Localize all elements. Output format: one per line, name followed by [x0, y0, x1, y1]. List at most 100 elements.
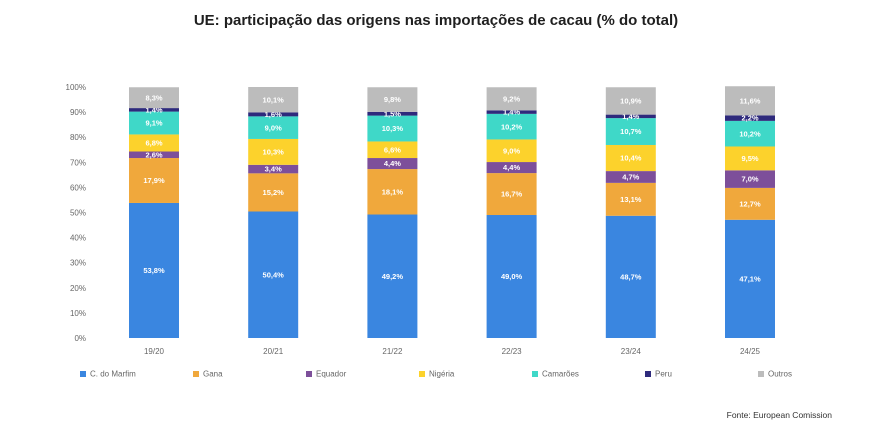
- legend-item: Camarões: [532, 369, 579, 378]
- bar-segment: [486, 110, 537, 114]
- bar-segment: [605, 215, 656, 338]
- bar-segment: [129, 158, 179, 203]
- bar-segment: [367, 214, 418, 338]
- bar-data-label: 2,6%: [145, 150, 162, 159]
- bar-segment: [486, 162, 537, 174]
- bar-data-label: 1,4%: [503, 108, 520, 117]
- y-tick-label: 0%: [74, 334, 86, 343]
- bar-data-label: 1,4%: [145, 105, 162, 114]
- bar-segment: [725, 115, 775, 121]
- legend-label: Nigéria: [429, 369, 455, 379]
- y-tick-label: 10%: [70, 309, 86, 318]
- bar-data-label: 9,5%: [741, 154, 758, 163]
- bar-segment: [725, 146, 775, 171]
- bar-data-label: 1,5%: [384, 109, 401, 118]
- legend-swatch: [645, 370, 651, 377]
- bar-data-label: 10,2%: [501, 122, 523, 131]
- bar-segment: [725, 219, 775, 338]
- bar-data-label: 50,4%: [263, 270, 285, 279]
- bar-segment: [248, 138, 299, 165]
- y-tick-label: 30%: [70, 259, 86, 268]
- bar-data-label: 11,6%: [740, 96, 761, 105]
- bar-data-label: 10,4%: [620, 154, 642, 163]
- bar-segment: [605, 118, 656, 145]
- bar-data-label: 10,1%: [263, 95, 285, 104]
- legend-swatch: [306, 370, 312, 377]
- bar-segment: [129, 134, 179, 152]
- legend-item: Gana: [193, 369, 223, 378]
- legend-item: Nigéria: [419, 369, 454, 378]
- legend-item: Peru: [645, 369, 672, 378]
- bar-segment: [605, 182, 656, 216]
- bar-segment: [367, 158, 418, 170]
- legend-swatch: [419, 370, 425, 377]
- bar-segment: [129, 202, 179, 338]
- legend-label: Camarões: [542, 369, 579, 379]
- legend-item: Outros: [758, 369, 792, 378]
- bar-segment: [725, 86, 775, 116]
- bar-segment: [725, 187, 775, 220]
- bar-data-label: 6,8%: [145, 139, 162, 148]
- bar-segment: [486, 173, 537, 216]
- bar-data-label: 15,2%: [263, 188, 285, 197]
- legend-label: Peru: [655, 369, 672, 379]
- y-tick-label: 70%: [70, 158, 86, 167]
- bar-data-label: 9,8%: [384, 95, 401, 104]
- chart-title: UE: participação das origens nas importa…: [193, 12, 679, 29]
- bar-segment: [367, 141, 418, 159]
- bar-stack: 48,7% 13,1% 4,7% 10,4% 10,7% 1,4% 10,9%: [605, 87, 656, 338]
- bar-data-label: 9,2%: [503, 94, 520, 103]
- y-axis: 0% 10% 20% 30% 40% 50% 60% 70% 80% 90% 100%: [66, 83, 86, 343]
- bar-data-label: 16,7%: [501, 190, 523, 199]
- bar-segment: [248, 112, 299, 117]
- bar-segment: [248, 87, 299, 113]
- legend-label: Equador: [316, 369, 347, 379]
- bar-stack: 50,4% 15,2% 3,4% 10,3% 9,0% 1,6% 10,1%: [248, 87, 299, 338]
- x-tick-label: 19/20: [144, 347, 165, 356]
- bar-data-label: 9,0%: [503, 146, 520, 155]
- y-tick-label: 40%: [70, 234, 86, 243]
- bar-data-label: 12,7%: [739, 199, 761, 208]
- y-tick-label: 60%: [70, 183, 86, 192]
- y-tick-label: 50%: [70, 209, 86, 218]
- legend: C. do Marfim Gana Equador Nigéria Camarões Pe…: [80, 369, 840, 383]
- x-tick-label: 23/24: [621, 347, 642, 356]
- x-tick-label: 20/21: [263, 347, 284, 356]
- bars: 53,8% 17,9% 2,6% 6,8% 9,1% 1,4% 8,3% 50,4% 15,2%…: [129, 86, 775, 338]
- y-tick-label: 100%: [66, 83, 86, 92]
- legend-label: Outros: [768, 369, 793, 379]
- source-note: Fonte: European Comission: [726, 410, 832, 420]
- bar-segment: [367, 87, 418, 112]
- bar-segment: [367, 169, 418, 215]
- bar-data-label: 10,7%: [620, 127, 642, 136]
- bar-data-label: 4,4%: [384, 159, 401, 168]
- bar-data-label: 48,7%: [620, 272, 642, 281]
- x-tick-label: 24/25: [740, 347, 761, 356]
- bar-data-label: 53,8%: [143, 266, 165, 275]
- bar-segment: [248, 116, 299, 139]
- bar-segment: [605, 144, 656, 172]
- bar-segment: [367, 111, 418, 116]
- bar-segment: [486, 215, 537, 338]
- bar-segment: [129, 111, 179, 135]
- legend-item: Equador: [306, 369, 346, 378]
- bar-data-label: 7,0%: [741, 175, 758, 184]
- legend-item: C. do Marfim: [80, 369, 136, 378]
- bar-data-label: 49,0%: [501, 272, 523, 281]
- bar-stack: 49,2% 18,1% 4,4% 6,6% 10,3% 1,5% 9,8%: [367, 87, 418, 338]
- bar-data-label: 1,4%: [622, 112, 639, 121]
- legend-label: C. do Marfim: [90, 369, 136, 379]
- x-tick-label: 22/23: [502, 347, 523, 356]
- bar-data-label: 4,7%: [622, 173, 639, 182]
- legend-swatch: [532, 370, 538, 377]
- bar-data-label: 49,2%: [382, 272, 404, 281]
- bar-segment: [248, 211, 299, 338]
- bar-data-label: 6,6%: [384, 145, 401, 154]
- x-tick-label: 21/22: [382, 347, 403, 356]
- bar-segment: [725, 120, 775, 147]
- bar-segment: [129, 151, 179, 159]
- legend-label: Gana: [203, 369, 223, 379]
- bar-segment: [605, 87, 656, 115]
- bar-stack: 47,1% 12,7% 7,0% 9,5% 10,2% 2,2% 11,6%: [725, 86, 775, 338]
- bar-data-label: 17,9%: [143, 176, 165, 185]
